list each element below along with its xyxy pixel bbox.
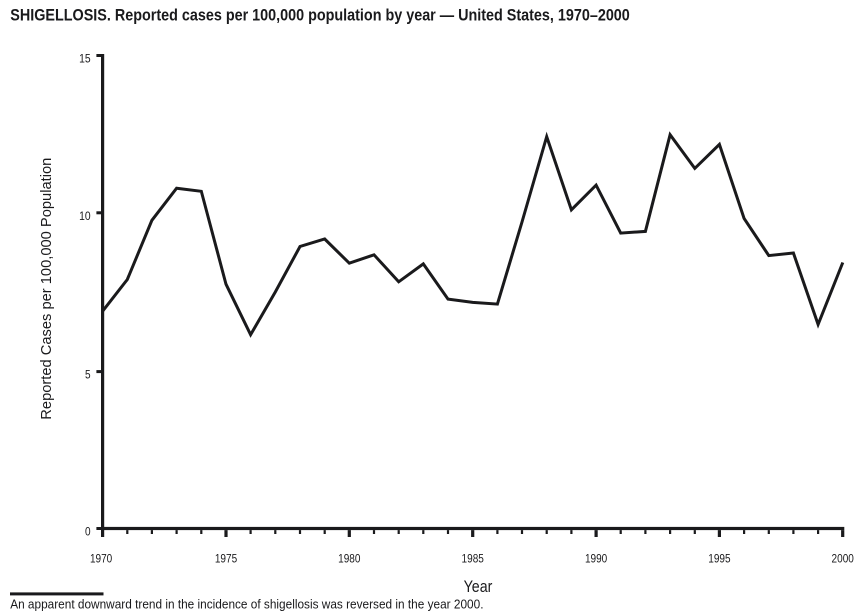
svg-text:15: 15 [79,52,91,66]
svg-text:An apparent downward trend in: An apparent downward trend in the incide… [10,597,483,611]
svg-text:Reported Cases per 100,000 Pop: Reported Cases per 100,000 Population [38,158,55,420]
svg-text:1990: 1990 [585,552,608,566]
svg-text:5: 5 [85,368,91,382]
svg-text:1975: 1975 [215,552,238,566]
svg-text:2000: 2000 [832,552,855,566]
svg-text:10: 10 [79,209,91,223]
svg-text:1985: 1985 [462,552,485,566]
svg-text:SHIGELLOSIS. Reported cases pe: SHIGELLOSIS. Reported cases per 100,000 … [10,6,630,24]
svg-text:Year: Year [464,578,493,596]
svg-text:1995: 1995 [708,552,731,566]
svg-text:0: 0 [85,525,91,539]
svg-text:1980: 1980 [338,552,361,566]
svg-text:1970: 1970 [90,552,113,566]
